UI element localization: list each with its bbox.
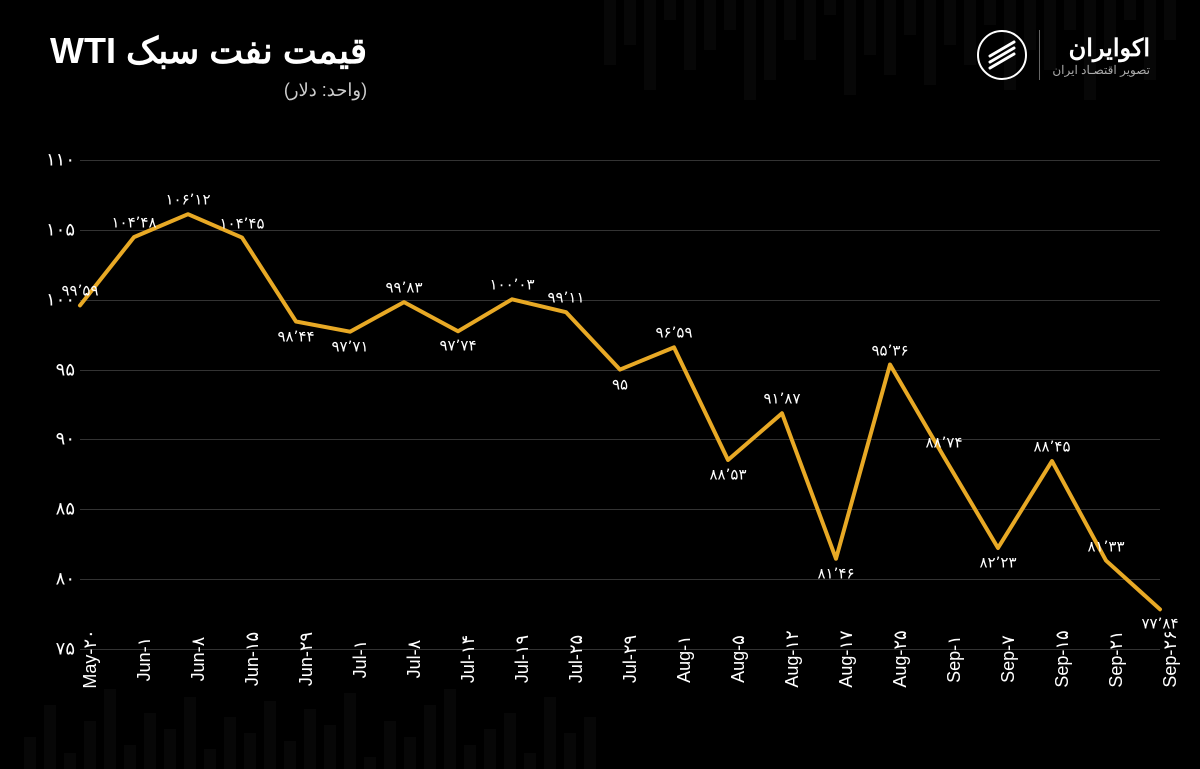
data-point-label: ۱۰۴٬۴۵ <box>219 214 264 232</box>
x-tick-label: Jun-۸ <box>188 637 209 682</box>
data-point-label: ۹۹٬۱۱ <box>548 289 585 307</box>
x-tick-label: Jun-۱ <box>134 637 155 682</box>
x-tick-label: Sep-۱ <box>944 635 965 683</box>
data-point-label: ۸۸٬۴۵ <box>1034 438 1071 456</box>
data-point-label: ۱۰۴٬۴۸ <box>111 214 156 232</box>
y-tick-label: ۱۰۵ <box>46 219 75 240</box>
data-point-label: ۱۰۰٬۰۳ <box>489 276 534 294</box>
chart-subtitle: (واحد: دلار) <box>50 80 367 101</box>
data-point-label: ۹۵٬۳۶ <box>872 341 909 359</box>
x-tick-label: Aug-۲۵ <box>890 630 911 687</box>
y-tick-label: ۱۱۰ <box>46 150 75 171</box>
y-tick-label: ۸۰ <box>56 569 75 590</box>
data-point-label: ۱۰۶٬۱۲ <box>165 191 210 209</box>
x-tick-label: Sep-۱۵ <box>1052 630 1073 687</box>
x-tick-label: May-۲۰ <box>80 629 101 688</box>
header: اکوایران تصویر اقتصـاد ایران قیمت نفت سب… <box>50 30 1150 101</box>
x-tick-label: Aug-۱ <box>674 635 695 683</box>
data-point-label: ۸۸٬۵۳ <box>710 465 747 483</box>
x-tick-label: Jul-۱۴ <box>458 635 479 683</box>
brand-name: اکوایران <box>1052 34 1150 63</box>
data-point-label: ۸۱٬۴۶ <box>818 564 855 582</box>
brand-icon <box>977 30 1027 80</box>
x-tick-label: Jun-۱۵ <box>242 632 263 686</box>
brand-tagline: تصویر اقتصـاد ایران <box>1052 63 1150 77</box>
data-point-label: ۹۹٬۵۹ <box>62 282 99 300</box>
data-point-label: ۹۵ <box>612 375 628 393</box>
data-point-label: ۸۸٬۷۴ <box>926 434 963 452</box>
x-tick-label: Jun-۲۹ <box>296 632 317 686</box>
chart-area: ۷۵۸۰۸۵۹۰۹۵۱۰۰۱۰۵۱۱۰ ۹۹٬۵۹۱۰۴٬۴۸۱۰۶٬۱۲۱۰۴… <box>80 160 1160 649</box>
data-point-label: ۹۶٬۵۹ <box>656 324 693 342</box>
plot-area: ۹۹٬۵۹۱۰۴٬۴۸۱۰۶٬۱۲۱۰۴٬۴۵۹۸٬۴۴۹۷٬۷۱۹۹٬۸۳۹۷… <box>80 160 1160 649</box>
x-tick-label: Sep-۷ <box>998 635 1019 683</box>
y-axis: ۷۵۸۰۸۵۹۰۹۵۱۰۰۱۰۵۱۱۰ <box>30 160 75 649</box>
chart-title: قیمت نفت سبک WTI <box>50 30 367 72</box>
y-tick-label: ۷۵ <box>56 639 75 660</box>
x-tick-label: Aug-۵ <box>728 635 749 683</box>
x-tick-label: Jul-۲۹ <box>620 635 641 683</box>
data-point-label: ۹۷٬۷۱ <box>332 337 369 355</box>
x-tick-label: Sep-۲۱ <box>1106 630 1127 687</box>
x-tick-label: Aug-۱۷ <box>836 630 857 687</box>
data-point-label: ۹۱٬۸۷ <box>764 390 801 408</box>
data-point-label: ۹۹٬۸۳ <box>386 279 423 297</box>
y-tick-label: ۹۰ <box>56 429 75 450</box>
y-tick-label: ۸۵ <box>56 499 75 520</box>
x-tick-label: Jul-۱ <box>350 640 371 679</box>
x-tick-label: Sep-۲۶ <box>1160 630 1181 687</box>
brand-logo: اکوایران تصویر اقتصـاد ایران <box>977 30 1150 80</box>
x-tick-label: Aug-۱۲ <box>782 630 803 687</box>
x-tick-label: Jul-۸ <box>404 640 425 679</box>
x-axis: May-۲۰Jun-۱Jun-۸Jun-۱۵Jun-۲۹Jul-۱Jul-۸Ju… <box>80 659 1160 759</box>
y-tick-label: ۹۵ <box>56 359 75 380</box>
data-point-label: ۹۸٬۴۴ <box>278 327 315 345</box>
line-path <box>80 160 1160 649</box>
x-tick-label: Jul-۲۵ <box>566 635 587 683</box>
data-point-label: ۸۱٬۳۳ <box>1088 537 1125 555</box>
data-point-label: ۹۷٬۷۴ <box>440 337 477 355</box>
data-point-label: ۸۲٬۲۳ <box>980 553 1017 571</box>
x-tick-label: Jul-۱۹ <box>512 635 533 683</box>
